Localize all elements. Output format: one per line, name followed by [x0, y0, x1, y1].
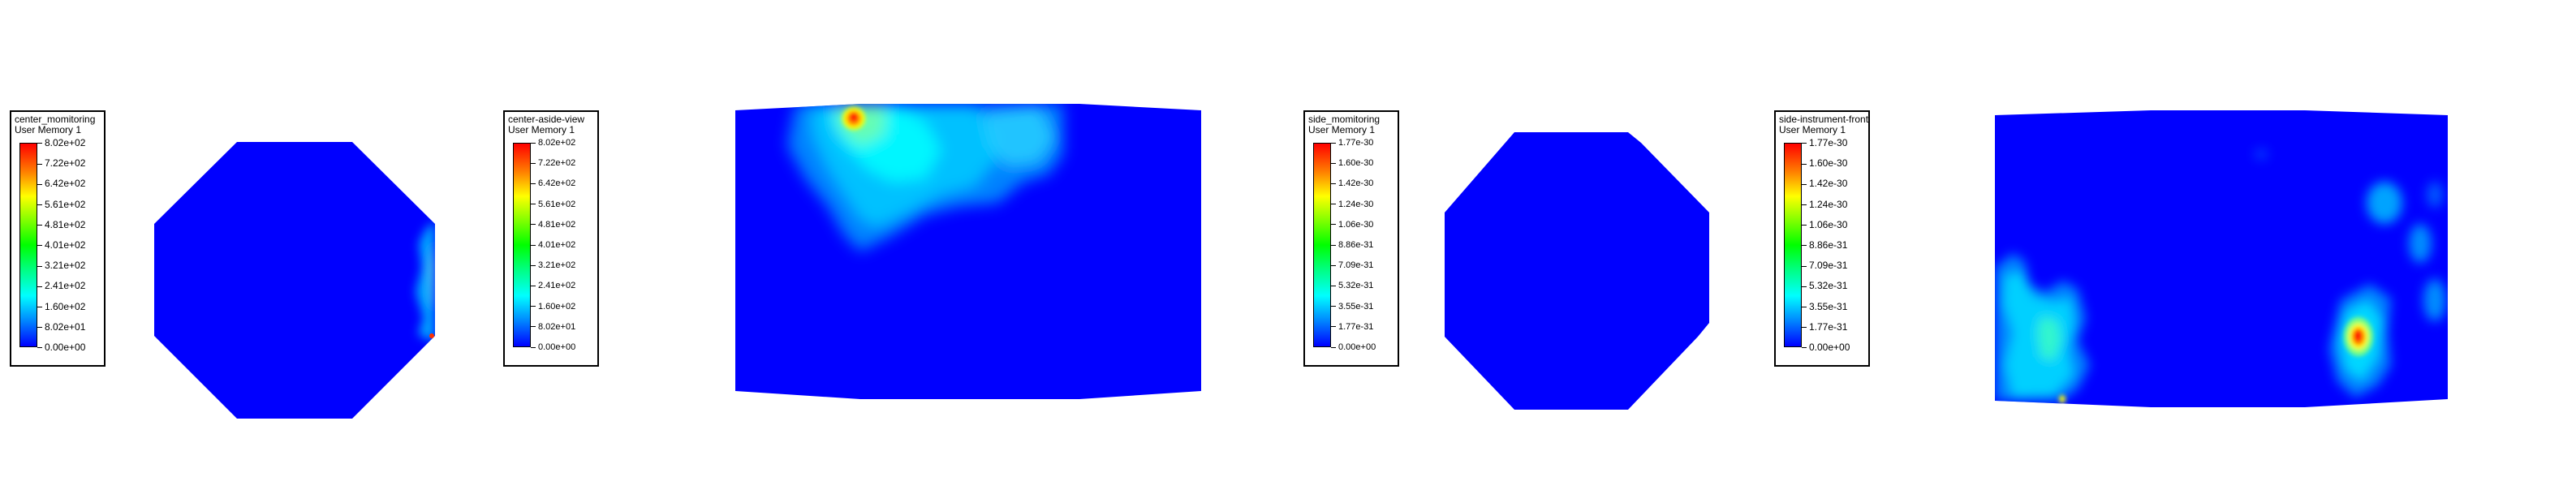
colorbar-tick-label: 3.21e+02	[37, 260, 85, 271]
contour-region	[2423, 279, 2446, 321]
colorbar-tick-label: 5.32e-31	[1802, 280, 1847, 291]
colorbar-tick-label: 0.00e+00	[37, 342, 85, 353]
hotspot	[850, 112, 858, 122]
legend-subtitle: User Memory 1	[1308, 124, 1376, 135]
colorbar-legend: center-aside-view User Memory 1 8.02e+02…	[503, 110, 599, 367]
colorbar-legend: side_momitoring User Memory 1 1.77e-30 1.…	[1303, 110, 1399, 367]
colorbar-tick-label: 1.60e-30	[1331, 157, 1373, 169]
colorbar-tick-label: 2.41e+02	[531, 280, 575, 291]
hotspot	[429, 333, 434, 338]
colorbar-tick-label: 5.61e+02	[531, 199, 575, 210]
legend-title: side_momitoring	[1308, 114, 1381, 125]
legend-subtitle: User Memory 1	[15, 124, 82, 135]
colorbar-tick-label: 1.77e-30	[1331, 137, 1373, 148]
colorbar-ticks: 1.77e-30 1.60e-30 1.42e-30 1.24e-30 1.06e-30…	[1802, 137, 1870, 353]
contour-region	[416, 221, 435, 341]
viewport-center-monitoring[interactable]: center_momitoring User Memory 1 8.02e+02…	[0, 0, 503, 477]
colorbar-tick-label: 7.22e+02	[37, 157, 85, 169]
colorbar-tick-label: 0.00e+00	[1802, 342, 1850, 353]
contour-region	[2367, 182, 2402, 224]
colorbar-tick-label: 4.81e+02	[37, 219, 85, 230]
colorbar-tick-label: 7.22e+02	[531, 157, 575, 169]
colorbar-tick-label: 0.00e+00	[531, 342, 575, 353]
colorbar-tick-label: 6.42e+02	[37, 178, 85, 189]
colorbar-tick-label: 1.77e-30	[1802, 137, 1847, 148]
colorbar-ticks: 1.77e-30 1.60e-30 1.42e-30 1.24e-30 1.06e-30…	[1331, 138, 1399, 352]
colorbar-tick-label: 1.77e-31	[1331, 321, 1373, 333]
legend-title: center-aside-view	[508, 114, 585, 125]
colorbar-tick-label: 3.21e+02	[531, 260, 575, 271]
contour-region	[2427, 182, 2443, 208]
contour-region	[2409, 224, 2432, 263]
colorbar-tick-label: 4.01e+02	[37, 239, 85, 251]
domain-octagon	[1445, 132, 1709, 410]
colorbar-tick-label: 1.60e+02	[531, 301, 575, 312]
colorbar-tick-label: 5.32e-31	[1331, 280, 1373, 291]
colorbar-tick-label: 8.02e+02	[531, 137, 575, 148]
viewport-center-aside-view[interactable]: center-aside-view User Memory 1 8.02e+02…	[503, 0, 1307, 477]
colorbar-tick-label: 1.24e-30	[1802, 199, 1847, 210]
colorbar-tick-label: 8.02e+01	[37, 321, 85, 333]
colorbar-tick-label: 8.02e+02	[37, 137, 85, 148]
viewport-side-instrument-front[interactable]: side-instrument-front User Memory 1 1.77…	[1774, 0, 2576, 477]
colorbar-tick-label: 8.86e-31	[1331, 239, 1373, 251]
colorbar-tick-label: 0.00e+00	[1331, 342, 1376, 353]
colorbar-legend: center_momitoring User Memory 1 8.02e+02…	[10, 110, 106, 367]
viewport-side-monitoring[interactable]: side_momitoring User Memory 1 1.77e-30 1.…	[1303, 0, 1810, 477]
colorbar-tick-label: 8.86e-31	[1802, 239, 1847, 251]
legend-title: side-instrument-front	[1779, 114, 1869, 125]
colorbar-tick-label: 1.60e+02	[37, 301, 85, 312]
contour-region	[2059, 395, 2066, 403]
colorbar-tick-label: 6.42e+02	[531, 178, 575, 189]
contour-plot	[154, 142, 435, 419]
colorbar-tick-label: 8.02e+01	[531, 321, 575, 333]
legend-subtitle: User Memory 1	[1779, 124, 1846, 135]
colorbar-tick-label: 7.09e-31	[1802, 260, 1847, 271]
contour-region	[2255, 149, 2268, 159]
colorbar-tick-label: 3.55e-31	[1331, 301, 1373, 312]
hotspot	[2354, 330, 2362, 342]
colorbar-tick-label: 1.06e-30	[1802, 219, 1847, 230]
colorbar-ticks: 8.02e+02 7.22e+02 6.42e+02 5.61e+02 4.81e+02…	[37, 137, 106, 353]
colorbar-tick-label: 5.61e+02	[37, 199, 85, 210]
contour-plot	[1995, 110, 2448, 407]
colorbar-legend: side-instrument-front User Memory 1 1.77…	[1774, 110, 1870, 367]
contour-plot	[735, 104, 1201, 399]
contour-region	[430, 243, 435, 308]
colorbar-tick-label: 2.41e+02	[37, 280, 85, 291]
colorbar-tick-label: 1.60e-30	[1802, 157, 1847, 169]
colorbar-tick-label: 1.77e-31	[1802, 321, 1847, 333]
colorbar-tick-label: 4.81e+02	[531, 219, 575, 230]
colorbar-tick-label: 3.55e-31	[1802, 301, 1847, 312]
domain-octagon	[154, 142, 435, 419]
legend-title: center_momitoring	[15, 114, 96, 125]
contour-plot	[1445, 132, 1709, 410]
colorbar-tick-label: 1.06e-30	[1331, 219, 1373, 230]
contour-region	[982, 105, 1055, 166]
colorbar-tick-label: 1.24e-30	[1331, 199, 1373, 210]
contour-region	[2037, 316, 2061, 361]
colorbar-tick-label: 1.42e-30	[1331, 178, 1373, 189]
colorbar	[1784, 143, 1802, 347]
legend-subtitle: User Memory 1	[508, 124, 575, 135]
colorbar-tick-label: 1.42e-30	[1802, 178, 1847, 189]
colorbar-tick-label: 4.01e+02	[531, 239, 575, 251]
colorbar-tick-label: 7.09e-31	[1331, 260, 1373, 271]
colorbar-ticks: 8.02e+02 7.22e+02 6.42e+02 5.61e+02 4.81e+02…	[531, 138, 599, 352]
